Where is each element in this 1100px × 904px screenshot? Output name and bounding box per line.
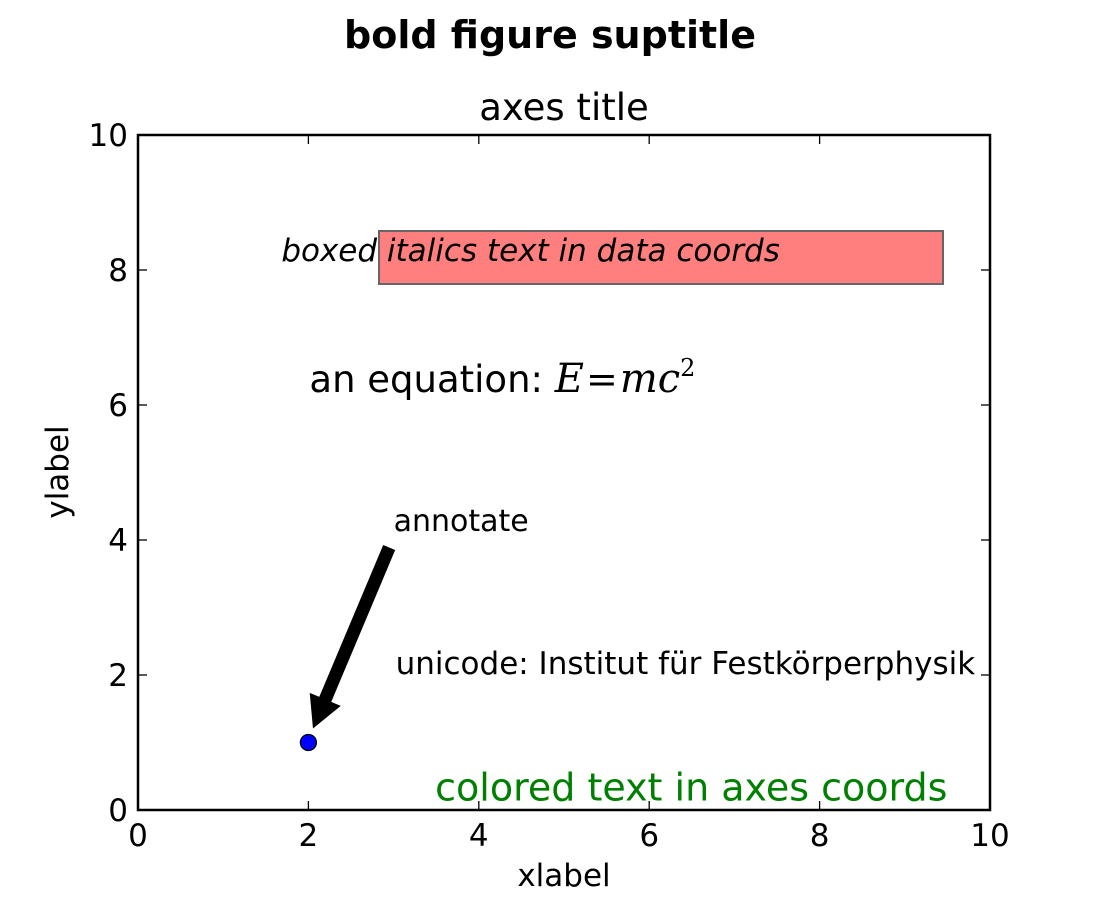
boxed-text-background: [378, 230, 944, 285]
annotation-arrow: [309, 545, 396, 729]
colored-axes-text: colored text in axes coords: [435, 765, 947, 809]
x-tick-label: 4: [469, 818, 489, 854]
y-tick-label: 0: [108, 793, 128, 829]
annotations-group: boxed italics text in data coords an equa…: [281, 230, 976, 809]
x-tick-label: 2: [299, 818, 319, 854]
boxed-italic-text: boxed italics text in data coords: [281, 233, 780, 269]
equation-math-mc: mc: [620, 356, 680, 402]
equation-math-eq: =: [586, 357, 618, 401]
x-tick-label: 8: [810, 818, 830, 854]
y-tick-label: 6: [108, 388, 128, 424]
data-point: [299, 733, 318, 752]
equation-text: an equation: E=mc2: [309, 354, 695, 402]
equation-prefix: an equation:: [309, 358, 554, 401]
x-tick-label: 0: [128, 818, 148, 854]
x-tick-label: 6: [639, 818, 659, 854]
equation-math-e: E: [554, 356, 584, 402]
annotate-label: annotate: [394, 504, 529, 539]
y-tick-label: 4: [108, 523, 128, 559]
y-tick-label: 10: [89, 118, 128, 154]
unicode-text: unicode: Institut für Festkörperphysik: [396, 646, 976, 682]
equation-math-exponent: 2: [680, 354, 695, 382]
x-axis-label: xlabel: [517, 858, 610, 894]
y-tick-label: 2: [108, 658, 128, 694]
x-tick-label: 10: [970, 818, 1009, 854]
ticks-group: 0 2 4 6 8 10 0 2 4 6 8 10: [89, 118, 1010, 854]
y-axis-label: ylabel: [40, 425, 76, 518]
figure-suptitle: bold figure suptitle: [344, 13, 756, 57]
axes-title: axes title: [479, 86, 649, 129]
y-tick-label: 8: [108, 253, 128, 289]
data-points: [299, 733, 318, 752]
